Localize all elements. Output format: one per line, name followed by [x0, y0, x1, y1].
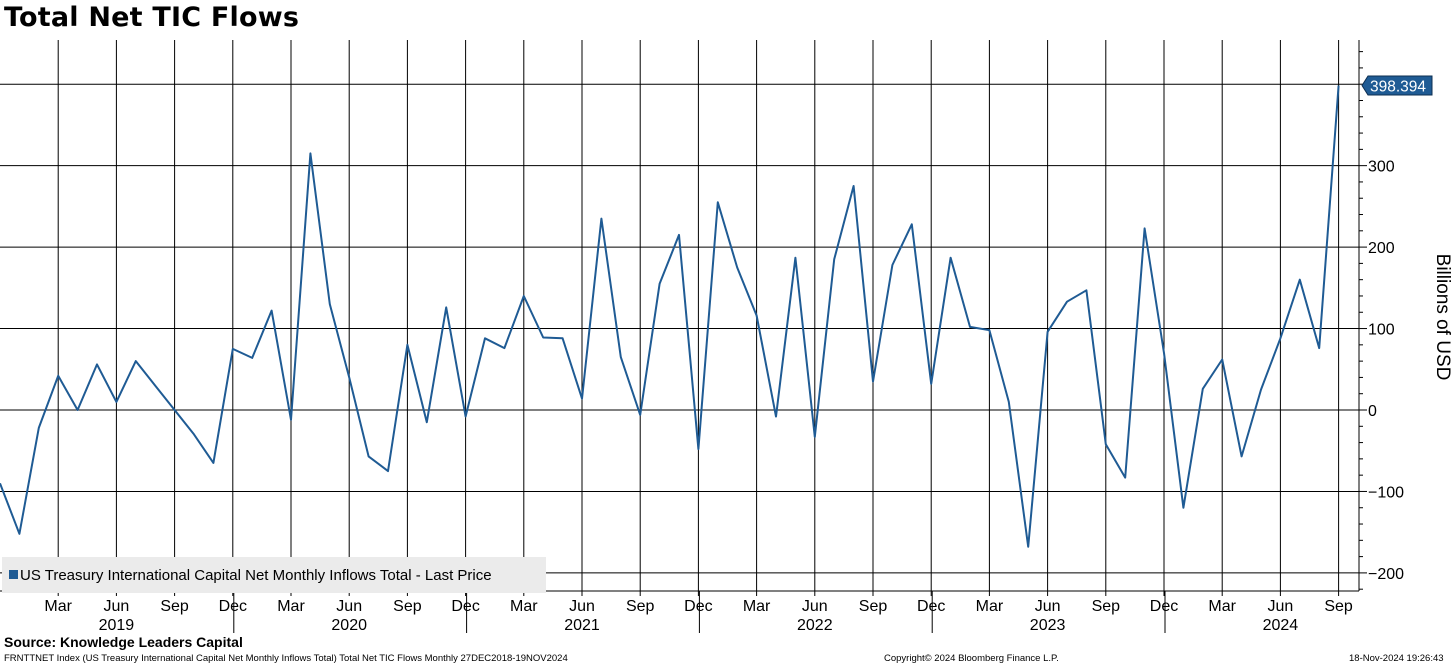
legend: US Treasury International Capital Net Mo… [2, 557, 546, 593]
x-tick-label: Sep [626, 598, 655, 615]
x-tick-label: Dec [451, 598, 479, 615]
x-tick-label: Dec [219, 598, 247, 615]
y-tick-label: 0 [1368, 403, 1377, 420]
x-year-label: 2021 [564, 617, 600, 634]
x-tick-label: Dec [917, 598, 945, 615]
x-tick-label: Mar [277, 598, 305, 615]
y-axis-label: Billions of USD [1432, 254, 1453, 381]
x-tick-label: Sep [393, 598, 422, 615]
x-tick-label: Mar [743, 598, 771, 615]
vertical-gridlines [57, 40, 1340, 591]
x-axis: Mar Jun Sep Dec Mar Jun Sep Dec Mar Jun Sep Dec Mar J… [44, 591, 1353, 634]
legend-swatch [9, 570, 18, 579]
y-tick-label: −200 [1368, 566, 1404, 583]
x-year-label: 2019 [99, 617, 135, 634]
x-year-label: 2023 [1030, 617, 1066, 634]
x-tick-label: Jun [336, 598, 362, 615]
last-value-label: 398.394 [1361, 75, 1433, 96]
y-tick-label: 200 [1368, 240, 1395, 257]
series-group [0, 85, 1340, 548]
footer-timestamp: 18-Nov-2024 19:26:43 [1349, 653, 1444, 664]
x-tick-label: Jun [1268, 598, 1294, 615]
y-tick-label: 300 [1368, 159, 1395, 176]
x-tick-label: Jun [104, 598, 130, 615]
last-value-text: 398.394 [1370, 79, 1426, 96]
footer-series-description: FRNTTNET Index (US Treasury Internationa… [4, 653, 568, 664]
x-tick-label: Mar [510, 598, 538, 615]
x-tick-label: Jun [569, 598, 595, 615]
x-year-label: 2020 [331, 617, 367, 634]
x-tick-label: Mar [976, 598, 1004, 615]
x-tick-label: Jun [802, 598, 828, 615]
x-tick-label: Mar [1208, 598, 1236, 615]
x-tick-label: Mar [44, 598, 72, 615]
x-tick-label: Jun [1035, 598, 1061, 615]
last-value-tag [1361, 75, 1433, 96]
source-note: Source: Knowledge Leaders Capital [4, 634, 243, 650]
legend-label: US Treasury International Capital Net Mo… [20, 567, 492, 584]
x-tick-label: Sep [859, 598, 888, 615]
x-tick-label: Sep [1324, 598, 1353, 615]
x-year-label: 2022 [797, 617, 833, 634]
horizontal-gridlines [0, 83, 1359, 574]
series-line [0, 85, 1340, 548]
x-tick-label: Sep [1092, 598, 1121, 615]
x-tick-label: Dec [684, 598, 712, 615]
y-tick-label: 100 [1368, 322, 1395, 339]
x-year-label: 2024 [1263, 617, 1299, 634]
y-tick-label: −100 [1368, 484, 1404, 501]
chart-title: Total Net TIC Flows [4, 2, 300, 33]
y-axis: −200 −100 0 100 200 300 [1358, 40, 1404, 591]
x-tick-label: Dec [1150, 598, 1178, 615]
legend-box [2, 557, 546, 593]
footer-copyright: Copyright© 2024 Bloomberg Finance L.P. [884, 653, 1059, 664]
x-tick-label: Sep [160, 598, 189, 615]
